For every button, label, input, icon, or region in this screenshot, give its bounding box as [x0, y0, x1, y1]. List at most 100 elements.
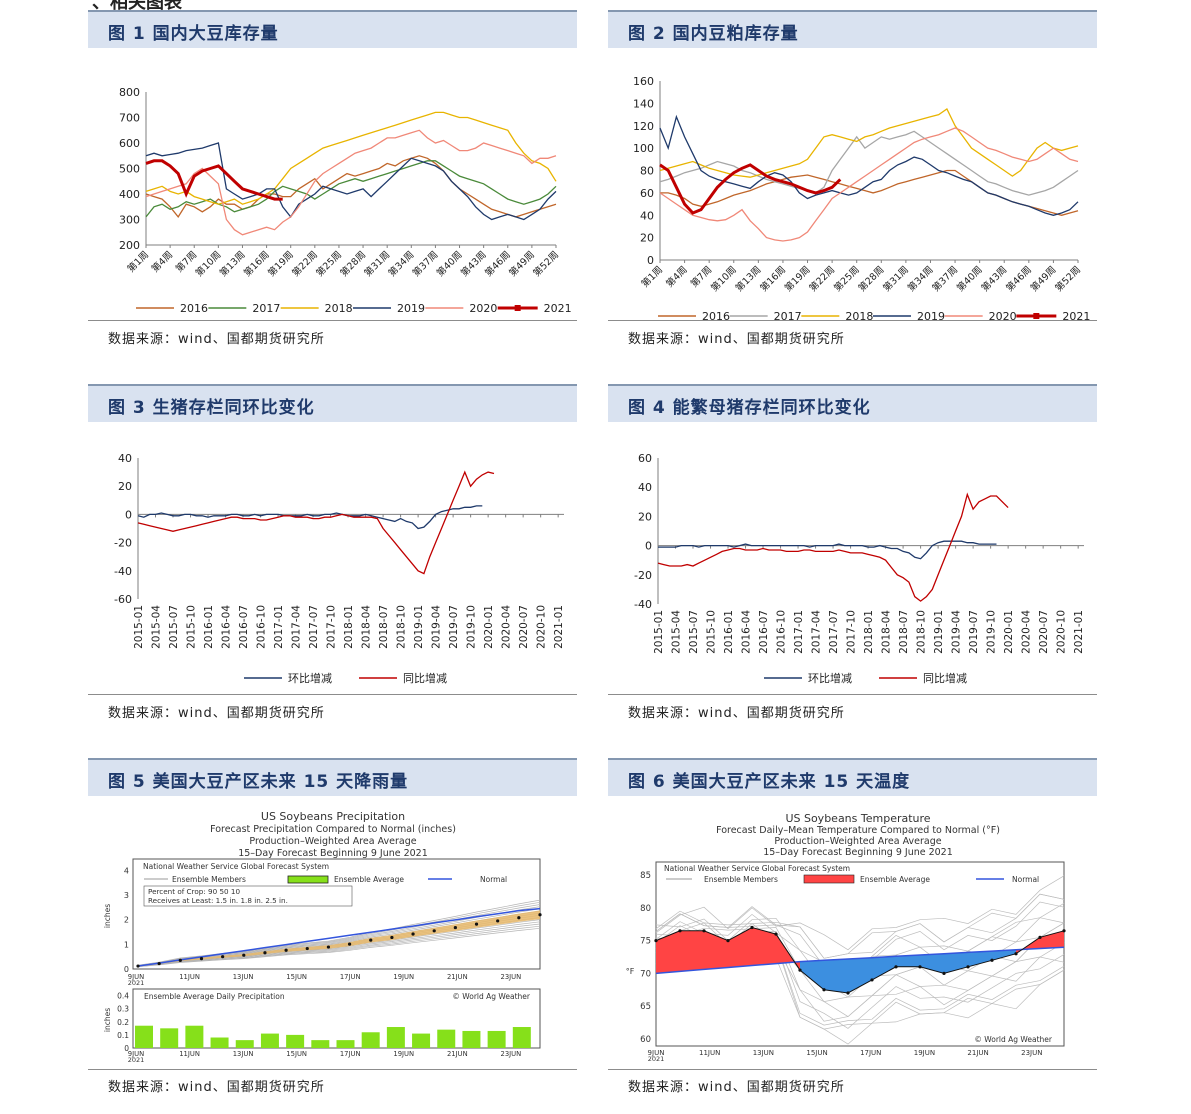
fig5-title: 图 5 美国大豆产区未来 15 天降雨量: [108, 772, 409, 792]
fig2-source: 数据来源：wind、国都期货研究所: [628, 332, 845, 347]
fig6-average-point: [774, 932, 778, 936]
fig6-ytick-label: 75: [640, 937, 651, 947]
fig6-header-line: Production–Weighted Area Average: [774, 836, 941, 847]
fig6-header-line: 15–Day Forecast Beginning 9 June 2021: [763, 847, 953, 858]
fig5-daily-bar: [235, 1040, 254, 1048]
fig5-sub-xtick-label: 11JUN: [179, 1050, 200, 1058]
fig5-sub-ytick-label: 0.3: [117, 1005, 129, 1014]
fig1-xtick-label: 第22周: [289, 249, 319, 279]
fig5-sub-xtick-label: 13JUN: [233, 1050, 254, 1058]
fig6-average-point: [894, 965, 898, 969]
fig3-rule: [88, 694, 577, 695]
fig5-average-point: [305, 946, 309, 951]
fig2-xtick-label: 第4周: [664, 264, 690, 290]
fig3-xtick-label: 2017-01: [273, 605, 285, 649]
fig5-sub-xtick-label: 15JUN: [286, 1050, 307, 1058]
fig4-xtick-label: 2017-04: [811, 610, 823, 654]
fig5-legend-title: National Weather Service Global Forecast…: [143, 862, 329, 871]
fig4-legend-label: 环比增减: [808, 671, 852, 685]
fig4-xtick-label: 2015-04: [671, 610, 683, 654]
fig5-legend-average-swatch: [287, 875, 329, 884]
fig6-anomaly-fill: [992, 949, 1016, 961]
fig6-xtick-label: 17JUN: [860, 1049, 881, 1057]
fig2-title: 图 2 国内豆粕库存量: [628, 24, 799, 44]
fig5-daily-bar: [487, 1030, 506, 1048]
fig4-xtick-label: 2017-01: [793, 610, 805, 654]
fig4-xtick-label: 2020-07: [1038, 610, 1050, 654]
fig1-ytick-label: 200: [119, 239, 140, 252]
fig5-xtick-label: 21JUN: [447, 973, 468, 981]
fig5-crop-table: [143, 885, 353, 907]
fig5-average-point: [199, 957, 204, 961]
fig6-anomaly-fill: [704, 930, 728, 970]
fig1-legend-label: 2017: [252, 302, 280, 315]
fig3-xtick-label: 2017-07: [308, 605, 320, 649]
fig5-average-point: [517, 916, 521, 920]
fig3-xtick-label: 2018-04: [361, 605, 373, 649]
fig4-series-同比增减: [657, 492, 1009, 602]
fig2-ytick-label: 20: [640, 232, 654, 245]
fig6-source: 数据来源：wind、国都期货研究所: [628, 1080, 845, 1095]
fig3-xtick-label: 2016-07: [238, 605, 250, 649]
fig2-ytick-label: 100: [633, 142, 654, 155]
fig5-legend-members: Ensemble Members: [172, 875, 246, 884]
fig5-daily-bar: [311, 1040, 330, 1048]
fig4-ytick-label: 60: [638, 452, 652, 465]
fig6-average-point: [798, 968, 802, 972]
fig3-series-环比增减: [137, 505, 483, 530]
fig2-series-2018: [659, 108, 1079, 178]
fig3-xtick-label: 2020-04: [501, 605, 513, 649]
fig5-member-line: [137, 923, 541, 967]
fig1-xtick-label: 第52周: [531, 249, 561, 279]
fig2-series-2016: [660, 169, 1079, 216]
fig4-xtick-label: 2015-07: [688, 610, 700, 654]
fig6-average-point: [750, 925, 754, 930]
fig3-xtick-label: 2016-10: [256, 605, 268, 649]
fig5-daily-bar: [437, 1029, 456, 1048]
fig5-image-bg: [100, 802, 568, 1064]
fig5-sub-ytick-label: 0: [124, 1044, 129, 1053]
fig5-header-line: Production–Weighted Area Average: [249, 836, 416, 847]
fig5-average-point: [538, 913, 542, 917]
fig6-xtick-label: 21JUN: [967, 1049, 988, 1057]
fig6-xtick-label: 19JUN: [914, 1049, 935, 1057]
fig6-average-point: [702, 929, 706, 933]
panel-title-fig1: 图 1 国内大豆库存量: [88, 10, 577, 48]
fig1-ytick-label: 700: [119, 112, 140, 125]
fig2-xtick-label: 第16周: [758, 264, 788, 294]
fig1-xtick-label: 第10周: [193, 249, 223, 279]
fig1-legend-label: 2020: [469, 302, 497, 315]
fig6-legend-average-swatch: [803, 874, 855, 884]
fig5-average-point: [136, 964, 140, 968]
fig4-xtick-label: 2021-01: [1073, 610, 1085, 654]
fig1-series-2021: [145, 159, 283, 201]
fig2-series-2017: [659, 130, 1079, 196]
fig6-average-point: [942, 971, 946, 975]
fig3-xtick-label: 2019-04: [431, 605, 443, 649]
fig4-xtick-label: 2019-04: [951, 610, 963, 654]
fig2-xtick-label: 第49周: [1028, 264, 1058, 294]
fig5-daily-bar: [286, 1034, 305, 1048]
fig5-daily-bar: [210, 1037, 229, 1048]
fig2-xtick-label: 第19周: [782, 264, 812, 294]
fig5-normal-line: [137, 907, 541, 967]
fig6-member-line: [655, 875, 1065, 951]
fig3-ytick-label: -60: [114, 593, 132, 606]
fig2-legend-marker: [1033, 313, 1040, 319]
fig6-ytick-label: 60: [640, 1035, 651, 1045]
fig5-xtick-label: 23JUN: [501, 973, 522, 981]
panel-fig5: 图 5 美国大豆产区未来 15 天降雨量 US Soybeans Precipi…: [88, 758, 577, 1108]
fig1-series-2016: [145, 155, 557, 219]
fig5-average-point: [432, 929, 436, 933]
panel-title-fig6: 图 6 美国大豆产区未来 15 天温度: [608, 758, 1097, 796]
panel-title-fig3: 图 3 生猪存栏同环比变化: [88, 384, 577, 422]
fig1-xtick-label: 第46周: [482, 249, 512, 279]
fig4-xtick-label: 2018-10: [916, 610, 928, 654]
fig6-anomaly-fill: [872, 956, 896, 980]
fig6-average-point: [1062, 929, 1066, 933]
fig4-xtick-label: 2015-10: [706, 610, 718, 654]
fig6-legend-normal: Normal: [1012, 875, 1039, 884]
fig5-daily-bar: [412, 1033, 431, 1048]
fig5-ytick-label: 3: [124, 891, 129, 900]
fig3-ytick-label: 20: [118, 480, 132, 493]
